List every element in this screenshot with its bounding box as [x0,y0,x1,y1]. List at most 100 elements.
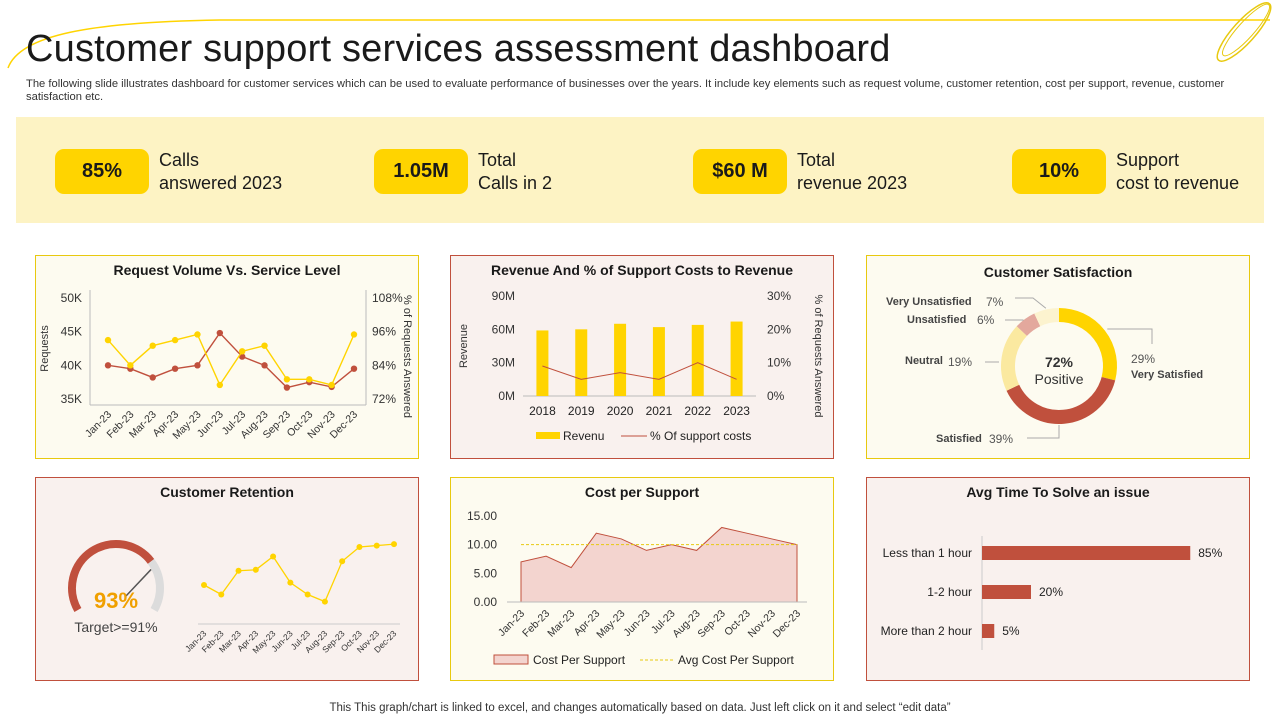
kpi-label: Support cost to revenue [1116,150,1240,193]
data-point [171,336,179,344]
legend-label: Revenu [563,429,604,443]
y-tick-label: 35K [61,392,82,406]
footer-note: This This graph/chart is linked to excel… [329,702,951,714]
bar-value-label: 5% [1002,624,1020,638]
x-tick-label: 2018 [529,404,556,418]
donut-slice [1016,313,1041,337]
y-tick-label: 15.00 [467,509,497,523]
data-point [321,598,328,605]
kpi-value: $60 M [693,149,787,194]
avg-time-chart: Less than 1 hour 85% 1-2 hour 20% More than … [881,536,1223,650]
data-point [216,381,224,389]
x-tick-label: Sep-23 [695,608,728,641]
data-point [218,591,225,598]
data-point [127,362,134,369]
data-point [149,342,156,349]
data-point [252,566,259,573]
data-point [306,376,313,383]
callout-line [1027,425,1060,439]
data-point [287,579,294,586]
data-point [235,567,242,574]
center-label: Positive [1034,371,1083,387]
legend-label: % Of support costs [650,429,751,443]
bar [691,324,704,396]
series-line-1 [107,333,355,387]
data-point [350,365,358,372]
data-point [194,331,201,338]
category-label: More than 2 hour [881,624,972,638]
slice-value-label: 19% [948,355,972,369]
y2-tick-label: 30% [767,289,791,303]
x-tick-label: 2022 [684,404,711,418]
gauge-arc [147,558,164,612]
y-axis-label: Requests [39,325,51,372]
y2-axis-label: % of Requests Answered [401,295,413,418]
request-volume-chart: 50K 45K 40K 35K 108% 96% 84% 72% Requests % of Re… [39,290,413,442]
data-point [171,365,179,372]
data-point [104,336,112,344]
retention-chart: 93%Target>=91%Jan-23Feb-23Mar-23Apr-23Ma… [68,540,400,655]
x-tick-label: May-23 [594,608,627,641]
slice-value-label: 29% [1131,352,1155,366]
bar [614,323,627,396]
slice-name-label: Very Satisfied [1131,369,1203,381]
y-tick-label: 0M [498,389,515,403]
chart-title: Request Volume Vs. Service Level [113,262,341,278]
legend-swatch-cost [493,654,529,665]
gauge-target: Target>=91% [74,619,157,635]
data-point [194,362,201,369]
area-series [520,526,798,603]
data-point [270,553,277,560]
bar [575,329,588,396]
legend-swatch-revenue [536,432,560,439]
series-line-0 [107,331,355,389]
y-tick-label: 45K [61,325,82,339]
y-tick-label: 90M [492,289,515,303]
card-request-volume: 50K 45K 40K 35K 108% 96% 84% 72% Requests % of Re… [35,255,419,459]
callout-line [1005,319,1024,321]
bar [536,330,549,396]
y2-tick-label: 96% [372,325,396,339]
data-point [304,591,311,598]
x-tick-label: Mar-23 [545,608,577,640]
chart-title: Cost per Support [584,484,700,500]
y2-tick-label: 20% [767,322,791,336]
x-tick-label: Dec-23 [771,608,804,641]
card-avg-time: Less than 1 hour 85% 1-2 hour 20% More than … [866,477,1250,681]
data-point [391,541,397,548]
y-axis-label: Revenue [458,324,470,368]
y2-tick-label: 10% [767,356,791,370]
slice-value-label: 6% [977,313,995,327]
y2-tick-label: 108% [372,291,403,305]
kpi-label: Calls answered 2023 [159,150,283,193]
bar-value-label: 20% [1039,585,1063,599]
data-point [238,353,246,360]
kpi-value: 85% [55,149,149,194]
y2-tick-label: 0% [767,389,785,403]
y-tick-label: 5.00 [474,566,498,580]
slice-value-label: 7% [986,295,1004,309]
data-point [261,362,268,369]
callout-line [1107,328,1153,344]
legend-label: Avg Cost Per Support [678,653,795,667]
series-line [542,362,737,380]
y-tick-label: 60M [492,322,515,336]
slice-value-label: 39% [989,432,1013,446]
slice-name-label: Satisfied [936,433,982,445]
donut-slice [1001,326,1028,391]
kpi-label: Total Calls in 2 [478,150,553,193]
x-tick-label: 2020 [607,404,634,418]
bar [982,624,995,638]
slice-name-label: Neutral [905,355,943,367]
card-customer-retention: 93% Target>=91% Jan-23 Feb-23 Mar-23 Apr-23 Ma… [35,477,419,681]
kpi-label: Total revenue 2023 [797,150,908,193]
page-subtitle: The following slide illustrates dashboar… [26,78,1225,103]
card-revenue: 90M 60M 30M 0M 30% 20% 10% 0% Revenue % of Reques… [450,255,834,459]
legend-label: Cost Per Support [533,653,626,667]
x-tick-label: Jun-23 [621,608,652,639]
kpi-value: 1.05M [374,149,468,194]
y2-tick-label: 72% [372,392,396,406]
data-point [339,558,346,565]
y-tick-label: 10.00 [467,538,497,552]
data-point [261,342,268,349]
